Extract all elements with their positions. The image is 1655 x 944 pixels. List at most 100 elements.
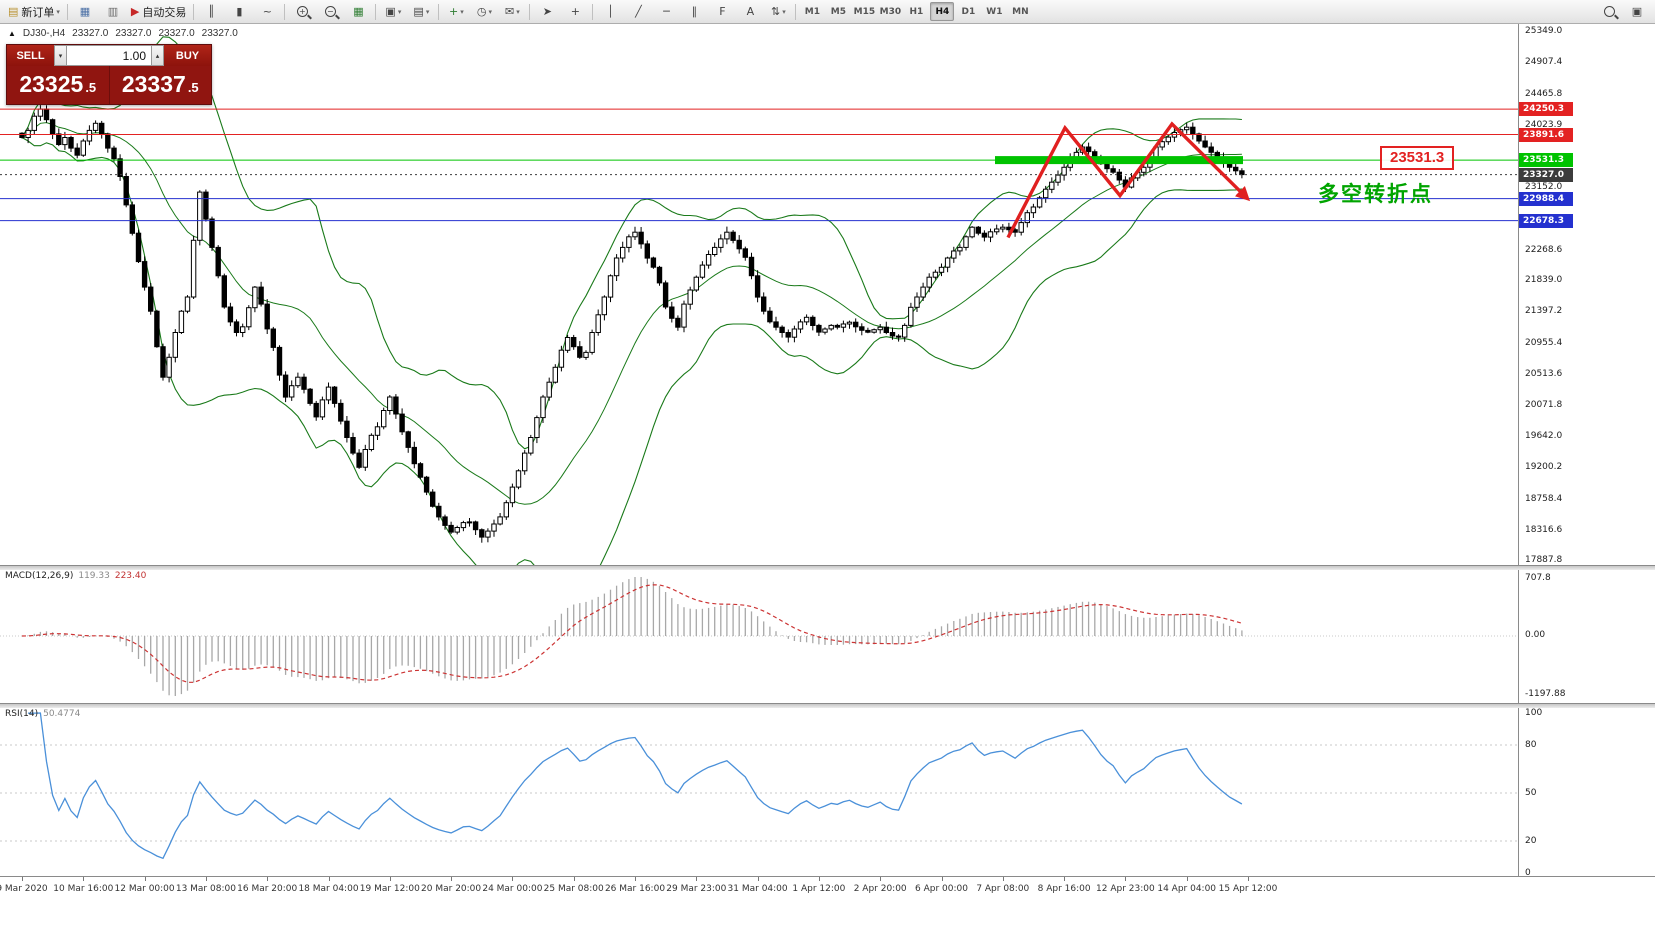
price-axis-label: 24023.9 (1525, 120, 1563, 131)
new-order-button[interactable]: ▤ 新订单 ▾ (8, 5, 60, 19)
candlestick-chart-icon[interactable]: ▮ (236, 5, 243, 18)
time-axis-tick (1002, 877, 1004, 881)
price-callout-box: 23531.3 (1380, 146, 1455, 170)
price-axis-label: 17887.8 (1525, 555, 1563, 566)
time-axis-label: 13 Mar 08:00 (175, 884, 236, 894)
time-axis-label: 9 Mar 2020 (0, 884, 48, 894)
panel-divider[interactable] (0, 565, 1655, 570)
level-price-tag: 22988.4 (1519, 191, 1573, 206)
horizontal-line-icon[interactable]: ─ (663, 5, 670, 18)
text-icon[interactable]: A (746, 5, 755, 18)
buy-price[interactable]: 23337.5 (121, 71, 199, 97)
time-axis-label: 12 Mar 00:00 (114, 884, 175, 894)
vertical-line-icon[interactable]: │ (607, 5, 614, 18)
timeframe-m5-button[interactable]: M5 (830, 6, 846, 17)
timeframe-m15-button[interactable]: M15 (853, 6, 876, 17)
level-price-tag: 24250.3 (1519, 102, 1573, 117)
zoom-in-icon[interactable]: + (288, 1, 316, 23)
chart-area[interactable]: ▲ DJ30-,H4 23327.0 23327.0 23327.0 23327… (0, 24, 1518, 876)
cursor-icon[interactable]: ➤ (542, 5, 552, 18)
line-chart-icon[interactable]: ~ (262, 5, 272, 18)
level-price-tag: 22678.3 (1519, 213, 1573, 228)
channel-icon[interactable]: ∥ (691, 5, 698, 18)
trendline-icon[interactable]: ╱ (635, 5, 642, 18)
price-axis-label: 20071.8 (1525, 400, 1563, 411)
volume-increase-button[interactable]: ▴ (151, 45, 164, 66)
time-axis-tick (635, 877, 636, 881)
rsi-axis-label: 20 (1525, 836, 1537, 846)
time-axis-label: 14 Apr 04:00 (1157, 884, 1217, 894)
buy-button[interactable]: BUY (164, 45, 211, 66)
auto-trading-button[interactable]: ▶ 自动交易 (130, 5, 187, 19)
time-axis-tick (144, 877, 146, 881)
close-value: 23327.0 (201, 28, 238, 39)
time-axis-label: 16 Mar 20:00 (237, 884, 298, 894)
timeframe-mn-button[interactable]: MN (1012, 6, 1029, 17)
window-layout-icon[interactable]: ▣ (1631, 5, 1643, 18)
time-axis-tick (1248, 877, 1249, 881)
toolbar: ▤ 新订单 ▾ ▦ ▥ ▶ 自动交易 ║ ▮ ~ + − ▦ ▣ ▾ ▤ ▾ + ▾ ◷ ▾ ✉ ▾ ➤ + │ ╱ ─ ∥ F A ⇅ ▾ M… (0, 0, 1655, 24)
time-axis-tick (328, 877, 330, 881)
price-axis-label: 25349.0 (1525, 26, 1563, 37)
time-axis: 9 Mar 2020 10 Mar 16:00 12 Mar 00:00 13 Mar… (0, 876, 1655, 944)
time-axis-tick (1125, 877, 1127, 881)
rsi-axis-label: 100 (1525, 708, 1543, 718)
macd-panel-canvas[interactable] (0, 569, 1518, 703)
macd-axis-label: 707.8 (1525, 573, 1551, 583)
profiles-icon[interactable]: ▥ (107, 5, 119, 18)
tile-windows-icon[interactable]: ▦ (353, 5, 364, 18)
time-axis-tick (205, 877, 207, 881)
one-click-trading-panel: SELL ▾ ▴ BUY 23325.5 23337.5 (6, 44, 212, 105)
zoom-out-icon[interactable]: − (316, 1, 344, 23)
sell-button[interactable]: SELL (7, 45, 54, 66)
timeframe-d1-button[interactable]: D1 (961, 6, 976, 17)
price-axis-label: 19642.0 (1525, 430, 1563, 441)
time-axis-tick (22, 877, 23, 881)
timeframe-h1-button[interactable]: H1 (909, 6, 924, 17)
time-axis-tick (83, 877, 85, 881)
crosshair-icon[interactable]: + (570, 5, 580, 18)
price-axis-label: 18316.6 (1525, 524, 1563, 535)
timeframe-m1-button[interactable]: M1 (804, 6, 820, 17)
price-axis-label: 18758.4 (1525, 493, 1563, 504)
price-axis-label: 22268.6 (1525, 244, 1563, 255)
arrows-icon[interactable]: ⇅ ▾ (771, 5, 786, 18)
chart-profiles-icon[interactable]: ▤ ▾ (413, 5, 430, 18)
price-chart-canvas[interactable] (0, 24, 1518, 565)
level-price-tag: 23891.6 (1519, 127, 1573, 142)
time-axis-label: 2 Apr 20:00 (853, 884, 907, 894)
price-axis-label: 24907.4 (1525, 57, 1563, 68)
time-axis-tick (1064, 877, 1066, 881)
panel-divider[interactable] (0, 703, 1655, 708)
bar-chart-icon[interactable]: ║ (208, 5, 215, 18)
time-axis-tick (451, 877, 453, 881)
indicators-icon[interactable]: + ▾ (449, 5, 464, 18)
symbol-ohlc-header: ▲ DJ30-,H4 23327.0 23327.0 23327.0 23327… (8, 28, 238, 39)
rsi-panel-canvas[interactable] (0, 707, 1518, 876)
open-value: 23327.0 (72, 28, 109, 39)
new-chart-icon[interactable]: ▣ ▾ (385, 5, 402, 18)
timeframe-w1-button[interactable]: W1 (986, 6, 1003, 17)
timeframe-m30-button[interactable]: M30 (879, 6, 902, 17)
rsi-axis-label: 80 (1525, 740, 1537, 750)
volume-input[interactable] (67, 45, 151, 66)
time-axis-label: 24 Mar 00:00 (482, 884, 543, 894)
search-icon[interactable] (1595, 1, 1623, 23)
collapse-one-click-button[interactable]: ▲ (8, 29, 16, 38)
sell-price[interactable]: 23325.5 (7, 66, 110, 104)
chart-window-icon[interactable]: ▦ (79, 5, 91, 18)
volume-decrease-button[interactable]: ▾ (54, 45, 67, 66)
symbol-label: DJ30-,H4 (22, 28, 66, 39)
price-axis-label: 19200.2 (1525, 462, 1563, 473)
level-price-tag: 23531.3 (1519, 153, 1573, 168)
templates-icon[interactable]: ✉ ▾ (505, 5, 520, 18)
rsi-header: RSI(14) 50.4774 (5, 709, 81, 719)
low-value: 23327.0 (158, 28, 195, 39)
fibonacci-icon[interactable]: F (719, 5, 726, 18)
time-axis-label: 26 Mar 16:00 (604, 884, 666, 894)
macd-header: MACD(12,26,9) 119.33 223.40 (5, 571, 147, 581)
time-axis-tick (573, 877, 575, 881)
periods-icon[interactable]: ◷ ▾ (476, 5, 492, 18)
timeframe-h4-button[interactable]: H4 (930, 2, 955, 21)
rsi-axis-label: 50 (1525, 788, 1537, 798)
